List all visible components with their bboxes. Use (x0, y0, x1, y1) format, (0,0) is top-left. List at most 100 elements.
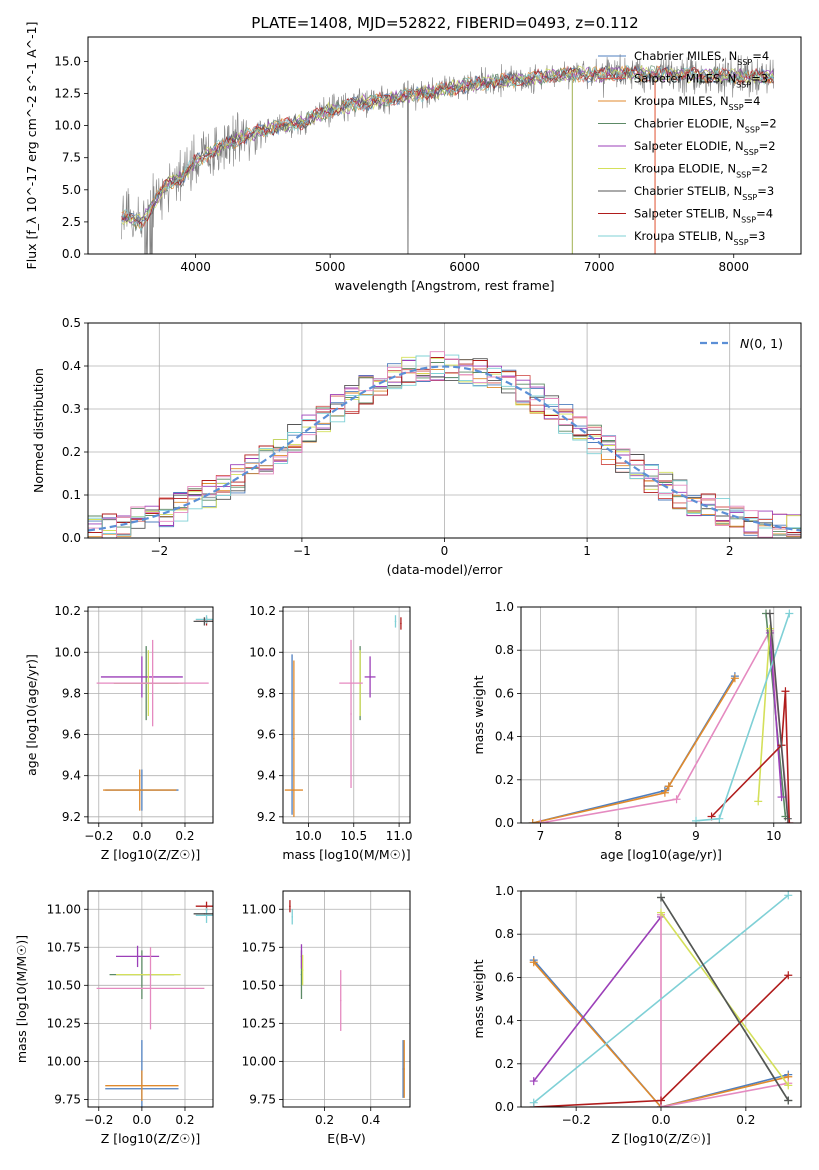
legend-label: N(0, 1) (740, 336, 783, 351)
y-tick-label: 0.4 (495, 1014, 514, 1028)
data-point (291, 916, 294, 918)
series-marker (784, 1096, 793, 1105)
x-tick-label: 9 (692, 829, 700, 843)
y-tick-label: 0.8 (495, 927, 514, 941)
series-marker (664, 782, 673, 791)
legend-label-part: Kroupa MILES, N (634, 94, 729, 108)
y-tick-label: 10.25 (47, 1016, 81, 1030)
data-point (205, 905, 208, 908)
y-tick-label: 0.0 (495, 1100, 514, 1114)
y-tick-label: 9.75 (249, 1092, 276, 1106)
y-tick-label: 5.0 (62, 183, 81, 197)
legend-label-part: Salpeter STELIB, N (634, 207, 741, 221)
y-tick-label: 11.00 (242, 902, 276, 916)
legend-label: Kroupa MILES, NSSP=4 (634, 94, 760, 112)
x-tick-label: −0.2 (84, 1113, 113, 1127)
series-line (533, 916, 662, 1082)
y-axis-label: mass [log10(M/M☉)] (14, 935, 29, 1063)
y-tick-label: 0.1 (62, 488, 81, 502)
legend-label-part: SSP (736, 80, 751, 89)
legend-label-part: SSP (745, 125, 760, 134)
data-point (291, 733, 293, 736)
y-tick-label: 0.2 (495, 773, 514, 787)
x-tick-label: 0 (441, 544, 449, 558)
y-tick-label: 11.00 (47, 902, 81, 916)
model-spectrum-line (121, 64, 775, 232)
y-tick-label: 9.2 (62, 810, 81, 824)
y-tick-label: 0.0 (62, 531, 81, 545)
x-tick-label: 7 (537, 829, 545, 843)
y-tick-label: 9.8 (257, 686, 276, 700)
x-axis-label: wavelength [Angstrom, rest frame] (334, 278, 554, 293)
legend-label-part: SSP (736, 170, 751, 179)
data-point (350, 682, 352, 684)
series-marker (715, 814, 724, 823)
series-marker (783, 814, 792, 823)
legend-label: Kroupa ELODIE, NSSP=2 (634, 162, 768, 180)
data-point (300, 973, 303, 976)
data-point (300, 955, 303, 958)
series-marker (529, 958, 538, 967)
y-tick-label: 10.25 (242, 1016, 276, 1030)
x-tick-label: −2 (150, 544, 168, 558)
x-tick-label: 2 (726, 544, 734, 558)
mass-vs-Z-panel: −0.2 0.0 0.2 9.75 10.00 10.25 10.50 10.75 11.00 Z… (14, 890, 214, 1146)
legend-label-part: Chabrier MILES, N (634, 49, 737, 63)
spectrum-panel: 4000 5000 6000 7000 8000 0.0 2.5 5.0 7.5 10.0 12.5… (24, 22, 802, 293)
model-spectrum-line (121, 65, 775, 229)
axes-frame (282, 606, 411, 824)
y-tick-label: 10.0 (54, 119, 81, 133)
mass-vs-Z-plot (96, 901, 213, 1107)
x-tick-label: −1 (293, 544, 311, 558)
axes-frame (520, 606, 802, 824)
y-tick-label: 0.6 (495, 686, 514, 700)
mass-vs-EBV-panel: 0.2 0.4 9.75 10.00 10.25 10.50 10.75 11.00 E(B-V… (242, 890, 411, 1146)
series-line (769, 632, 783, 798)
residual-histogram (88, 351, 801, 538)
legend-label-part: =2 (751, 162, 768, 176)
age-vs-Z-panel: −0.2 0.0 0.2 9.2 9.4 9.6 9.8 10.0 10.2 Z [log10(Z… (24, 604, 214, 862)
x-axis-label: age [log10(age/yr)] (600, 847, 722, 862)
legend-label-part: (0, 1) (749, 336, 783, 351)
legend-label-part: =3 (757, 184, 774, 198)
y-tick-label: 0.8 (495, 643, 514, 657)
y-tick-label: 10.50 (242, 978, 276, 992)
y-tick-label: 10.50 (47, 978, 81, 992)
data-point (402, 1068, 404, 1070)
data-point (394, 620, 397, 623)
series-marker (784, 1081, 793, 1090)
x-axis-label: Z [log10(Z/Z☉)] (101, 1131, 201, 1146)
x-tick-label: 10.5 (340, 829, 367, 843)
legend-label-part: =2 (759, 139, 776, 153)
x-tick-label: 5000 (315, 260, 346, 274)
series-marker (785, 609, 794, 618)
data-point (293, 737, 295, 740)
series-marker (784, 971, 793, 980)
data-point (301, 969, 304, 971)
legend-label-part: =4 (744, 94, 761, 108)
legend-label-part: SSP (741, 215, 756, 224)
y-tick-label: 15.0 (54, 54, 81, 68)
series-marker (672, 795, 681, 804)
y-axis-label: Flux [f_λ 10^-17 erg cm^-2 s^-1 A^-1] (24, 22, 39, 270)
x-tick-label: −0.2 (562, 1113, 591, 1127)
x-tick-label: 0.0 (132, 829, 151, 843)
y-axis-label: Normed distribution (31, 368, 46, 493)
y-tick-label: 10.75 (47, 940, 81, 954)
series-line (660, 897, 789, 1101)
data-point (203, 620, 206, 623)
x-tick-label: 0.2 (175, 829, 194, 843)
series-line (757, 628, 771, 802)
weight-vs-age-panel: 7 8 9 10 0.0 0.2 0.4 0.6 0.8 1.0 age [log10(age/yr… (471, 600, 802, 862)
data-point (141, 676, 143, 678)
y-tick-label: 0.0 (62, 247, 81, 261)
residuals-plot (88, 351, 801, 538)
series-marker (730, 674, 739, 683)
x-axis-label: (data-model)/error (387, 562, 504, 577)
y-tick-label: 1.0 (495, 884, 514, 898)
y-tick-label: 10.0 (54, 645, 81, 659)
weight-vs-age-plot (528, 609, 794, 823)
x-tick-label: 0.0 (132, 1113, 151, 1127)
x-axis-label: Z [log10(Z/Z☉)] (611, 1131, 711, 1146)
axes-frame (520, 890, 802, 1108)
